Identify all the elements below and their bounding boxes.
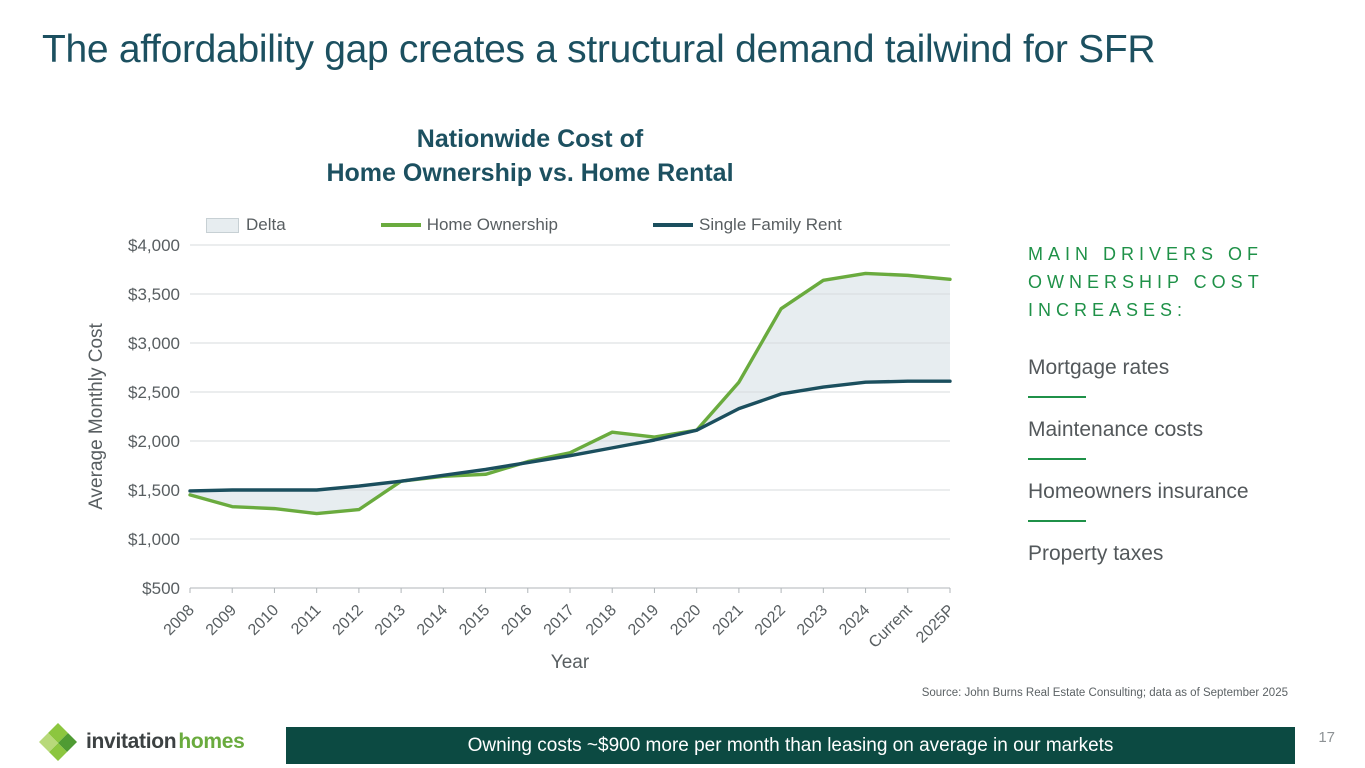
svg-text:$500: $500 (142, 579, 180, 598)
svg-text:$1,000: $1,000 (128, 530, 180, 549)
legend-label: Home Ownership (426, 215, 559, 234)
legend-item-delta: Delta (206, 215, 286, 235)
svg-text:2020: 2020 (667, 602, 704, 639)
chart-title-line1: Nationwide Cost of (416, 125, 644, 153)
svg-text:2010: 2010 (245, 602, 282, 639)
svg-text:2023: 2023 (794, 602, 831, 639)
svg-text:2009: 2009 (203, 602, 240, 639)
drivers-heading-line: MAIN DRIVERS OF (1028, 244, 1264, 264)
takeaway-banner: Owning costs ~$900 more per month than l… (286, 727, 1295, 764)
area-swatch-icon (206, 217, 239, 233)
drivers-panel: MAIN DRIVERS OF OWNERSHIP COST INCREASES… (1028, 240, 1328, 566)
svg-text:$1,500: $1,500 (128, 481, 180, 500)
svg-text:2012: 2012 (330, 602, 367, 639)
driver-item: Property taxes (1028, 542, 1164, 565)
chart-title: Nationwide Cost of Home Ownership vs. Ho… (230, 122, 830, 190)
logo-text-invitation: invitation (86, 730, 177, 753)
driver-separator (1028, 520, 1086, 522)
svg-text:2017: 2017 (541, 602, 578, 639)
cost-comparison-chart: $500 $1,000 $1,500 $2,000 $2,500 $3,000 $3,500… (86, 236, 958, 673)
svg-text:Current: Current (866, 601, 916, 651)
source-note: Source: John Burns Real Estate Consultin… (921, 687, 1288, 699)
svg-text:$2,500: $2,500 (128, 383, 180, 402)
gem-logo-icon (39, 723, 77, 761)
legend-label: Single Family Rent (699, 215, 842, 234)
chart-legend: Delta Home Ownership Single Family Rent (206, 215, 842, 235)
legend-item-home-ownership: Home Ownership (380, 215, 559, 235)
svg-text:$3,500: $3,500 (128, 285, 180, 304)
svg-text:2025P: 2025P (913, 602, 958, 647)
invitation-homes-logo: invitation homes (38, 722, 245, 762)
driver-item: Mortgage rates (1028, 356, 1170, 379)
driver-separator (1028, 396, 1086, 398)
svg-text:2024: 2024 (836, 602, 873, 639)
drivers-heading-line: INCREASES: (1028, 300, 1188, 320)
driver-item: Maintenance costs (1028, 418, 1204, 441)
svg-text:2011: 2011 (288, 602, 324, 638)
svg-text:$4,000: $4,000 (128, 236, 180, 255)
legend-label: Delta (246, 215, 286, 234)
line-swatch-icon (380, 223, 421, 227)
drivers-heading-line: OWNERSHIP COST (1028, 272, 1264, 292)
chart-title-line2: Home Ownership vs. Home Rental (326, 159, 734, 187)
driver-item: Homeowners insurance (1028, 480, 1249, 503)
svg-text:2014: 2014 (414, 602, 451, 639)
svg-text:Average Monthly Cost: Average Monthly Cost (86, 322, 107, 509)
svg-text:Year: Year (551, 652, 590, 673)
page-number: 17 (1318, 729, 1335, 746)
svg-text:2019: 2019 (625, 602, 662, 639)
svg-text:2013: 2013 (372, 602, 409, 639)
line-swatch-icon (653, 223, 694, 227)
logo-text-homes: homes (178, 730, 245, 753)
svg-text:2016: 2016 (498, 602, 535, 639)
svg-text:2015: 2015 (456, 602, 493, 639)
drivers-list: Mortgage rates Maintenance costs Homeowner… (1028, 356, 1328, 566)
svg-text:2008: 2008 (161, 602, 198, 639)
svg-text:$2,000: $2,000 (128, 432, 180, 451)
driver-separator (1028, 458, 1086, 460)
legend-item-single-family-rent: Single Family Rent (653, 215, 842, 235)
drivers-heading: MAIN DRIVERS OF OWNERSHIP COST INCREASES… (1028, 240, 1328, 324)
svg-text:$3,000: $3,000 (128, 334, 180, 353)
svg-text:2018: 2018 (583, 602, 620, 639)
svg-text:2021: 2021 (710, 602, 747, 639)
svg-text:2022: 2022 (752, 602, 789, 639)
slide-title: The affordability gap creates a structur… (42, 28, 1156, 71)
